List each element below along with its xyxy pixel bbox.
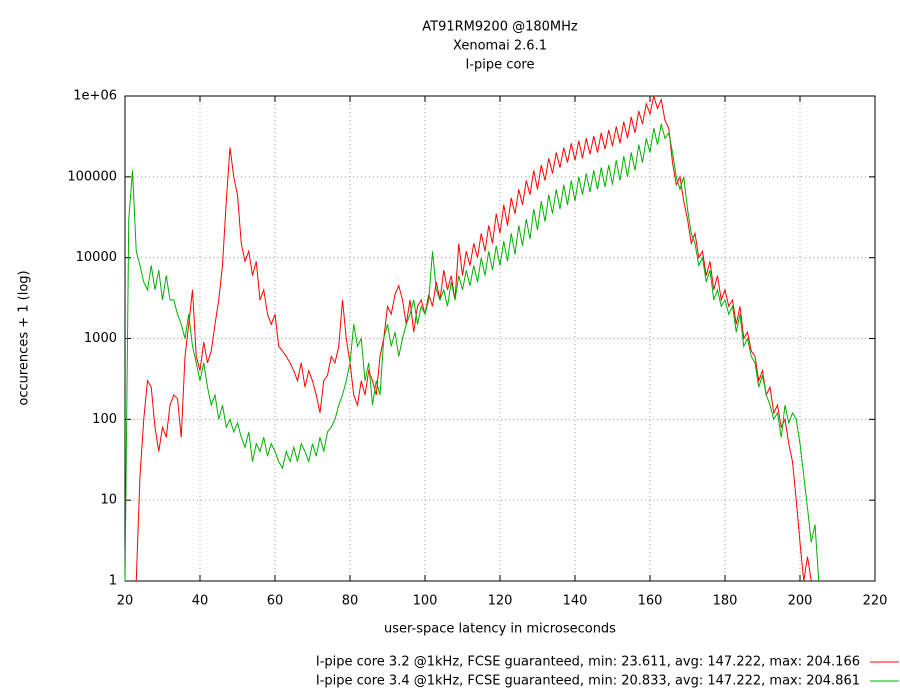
x-tick-label: 160 (638, 594, 663, 609)
x-tick-label: 200 (788, 594, 813, 609)
x-tick-label: 100 (413, 594, 438, 609)
x-tick-label: 60 (267, 594, 284, 609)
x-tick-label: 140 (563, 594, 588, 609)
y-tick-label: 100000 (67, 169, 117, 184)
chart-subtitle: I-pipe core (466, 58, 535, 73)
chart-subtitle: Xenomai 2.6.1 (453, 39, 547, 54)
legend-label: I-pipe core 3.2 @1kHz, FCSE guaranteed, … (316, 655, 860, 670)
y-tick-label: 10 (100, 493, 117, 508)
x-tick-label: 20 (117, 594, 134, 609)
x-axis-label: user-space latency in microseconds (384, 622, 616, 637)
x-tick-label: 180 (713, 594, 738, 609)
x-tick-label: 40 (192, 594, 209, 609)
plot-frame (124, 95, 876, 582)
series-line (124, 123, 820, 582)
y-axis-label: occurences + 1 (log) (17, 270, 32, 405)
legend-label: I-pipe core 3.4 @1kHz, FCSE guaranteed, … (316, 674, 860, 689)
y-tick-label: 100 (92, 412, 117, 427)
y-tick-label: 1e+06 (73, 89, 117, 104)
x-tick-label: 120 (488, 594, 513, 609)
x-tick-label: 80 (342, 594, 359, 609)
y-tick-label: 10000 (76, 250, 117, 265)
chart-title: AT91RM9200 @180MHz (422, 20, 578, 35)
x-tick-label: 220 (863, 594, 888, 609)
series-line (135, 95, 812, 582)
y-tick-label: 1 (109, 574, 117, 589)
y-tick-label: 1000 (84, 331, 117, 346)
